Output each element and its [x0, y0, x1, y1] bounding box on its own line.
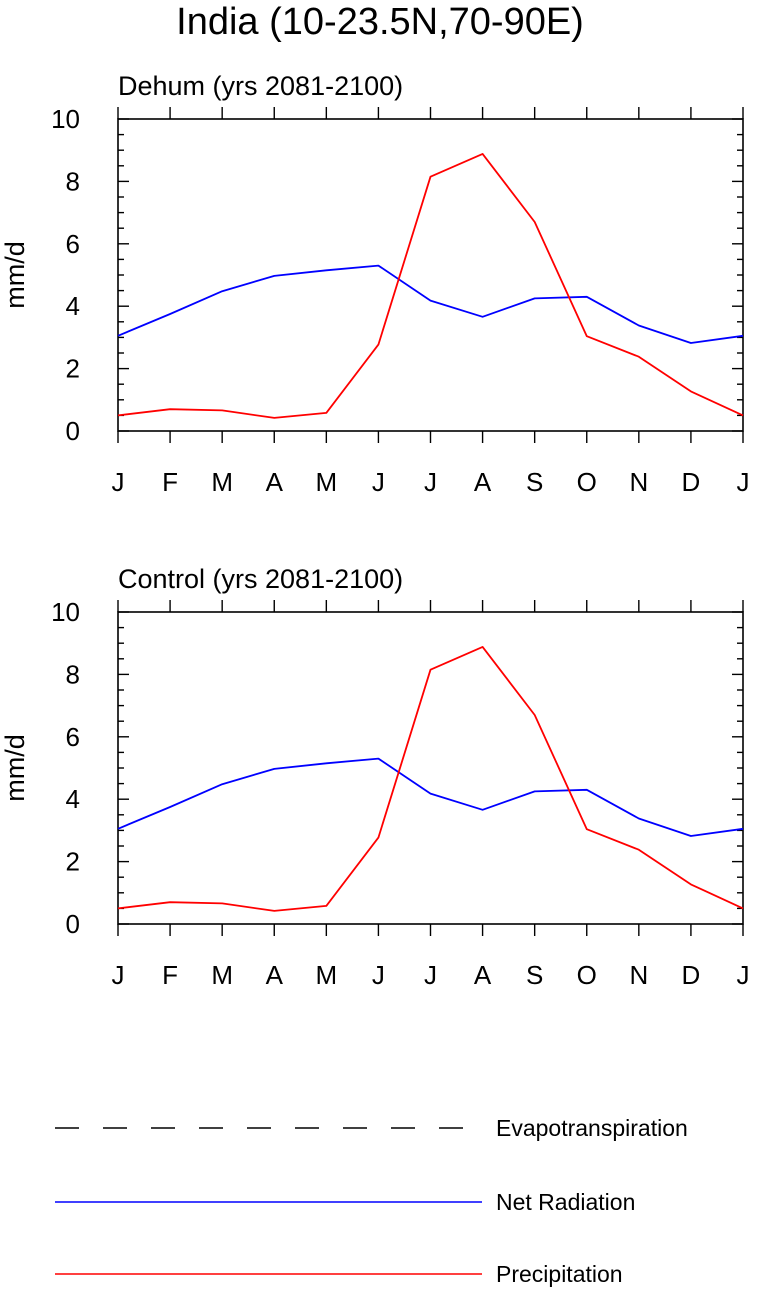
legend-label: Evapotranspiration — [496, 1115, 688, 1141]
y-tick-label: 6 — [66, 229, 80, 259]
x-tick-label: A — [266, 960, 284, 990]
y-tick-label: 0 — [66, 909, 80, 939]
x-tick-label: S — [526, 467, 543, 497]
y-tick-label: 10 — [51, 597, 80, 627]
x-tick-label: F — [162, 467, 178, 497]
x-tick-label: J — [424, 467, 437, 497]
x-tick-label: D — [682, 960, 701, 990]
panel-title: Dehum (yrs 2081-2100) — [118, 71, 403, 101]
y-tick-label: 6 — [66, 722, 80, 752]
y-axis-label: mm/d — [0, 734, 30, 802]
series-line-precipitation — [117, 152, 744, 419]
x-tick-label: M — [211, 960, 233, 990]
x-tick-label: J — [737, 960, 750, 990]
x-tick-label: D — [682, 467, 701, 497]
x-tick-label: J — [737, 467, 750, 497]
x-tick-label: J — [112, 467, 125, 497]
legend-label: Precipitation — [496, 1261, 623, 1287]
y-tick-label: 4 — [66, 784, 80, 814]
chart-panel-2: Control (yrs 2081-2100) 0 2 4 6 8 10 mm/d J F M A M J… — [0, 564, 750, 990]
y-tick-label: 4 — [66, 291, 80, 321]
x-tick-label: O — [577, 960, 597, 990]
x-tick-label: M — [315, 467, 337, 497]
legend-label: Net Radiation — [496, 1189, 635, 1215]
legend: Evapotranspiration Net Radiation Precipita… — [55, 1115, 688, 1287]
x-tick-label: A — [266, 467, 284, 497]
y-tick-label: 8 — [66, 166, 80, 196]
x-tick-label: O — [577, 467, 597, 497]
chart-panel-1: Dehum (yrs 2081-2100) 0 2 4 6 8 10 mm/d J F M A M J J A… — [0, 71, 750, 497]
x-tick-label: J — [372, 960, 385, 990]
x-tick-label: A — [474, 467, 492, 497]
figure-title: India (10-23.5N,70-90E) — [176, 1, 584, 43]
x-tick-label: J — [372, 467, 385, 497]
y-tick-label: 2 — [66, 847, 80, 877]
x-tick-label: F — [162, 960, 178, 990]
y-tick-label: 2 — [66, 354, 80, 384]
series-line-net-radiation — [117, 757, 744, 837]
x-tick-label: S — [526, 960, 543, 990]
x-tick-label: M — [211, 467, 233, 497]
series-line-net-radiation — [117, 264, 744, 344]
x-tick-label: J — [112, 960, 125, 990]
x-tick-label: M — [315, 960, 337, 990]
plot-frame — [117, 611, 744, 925]
x-tick-label: N — [629, 467, 648, 497]
x-tick-label: A — [474, 960, 492, 990]
series-line-precipitation — [117, 646, 744, 912]
x-tick-label: J — [424, 960, 437, 990]
y-axis-label: mm/d — [0, 241, 30, 309]
panel-title: Control (yrs 2081-2100) — [118, 564, 403, 594]
y-tick-label: 0 — [66, 416, 80, 446]
x-tick-label: N — [629, 960, 648, 990]
y-tick-label: 8 — [66, 659, 80, 689]
y-tick-label: 10 — [51, 104, 80, 134]
plot-frame — [117, 118, 744, 432]
